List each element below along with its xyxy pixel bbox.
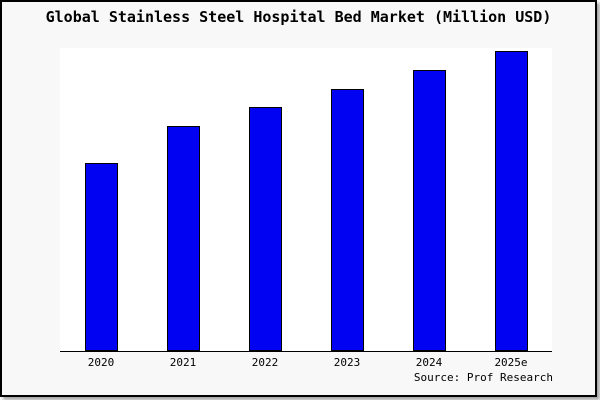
bar-2020 [84, 162, 118, 351]
source-credit: Source: Prof Research [413, 371, 553, 384]
bars-container [60, 48, 552, 351]
bar-slot [306, 48, 388, 351]
bar-2024 [412, 69, 446, 351]
chart-title: Global Stainless Steel Hospital Bed Mark… [45, 8, 552, 26]
bar-2021 [166, 125, 200, 351]
bar-2022 [248, 106, 282, 351]
plot-area [60, 48, 552, 352]
x-tick-label-2021: 2021 [169, 356, 197, 369]
bar-2025e [494, 51, 528, 351]
x-tick-label-2025e: 2025e [494, 356, 528, 369]
bar-slot [388, 48, 470, 351]
bar-2023 [330, 88, 364, 351]
bar-slot [224, 48, 306, 351]
x-tick-label-2020: 2020 [87, 356, 115, 369]
x-tick-label-2024: 2024 [415, 356, 443, 369]
bar-slot [470, 48, 552, 351]
bar-slot [142, 48, 224, 351]
x-tick-label-2023: 2023 [333, 356, 361, 369]
x-axis-labels: 2020 2021 2022 2023 2024 2025e [60, 356, 552, 369]
bar-slot [60, 48, 142, 351]
x-tick-label-2022: 2022 [251, 356, 279, 369]
